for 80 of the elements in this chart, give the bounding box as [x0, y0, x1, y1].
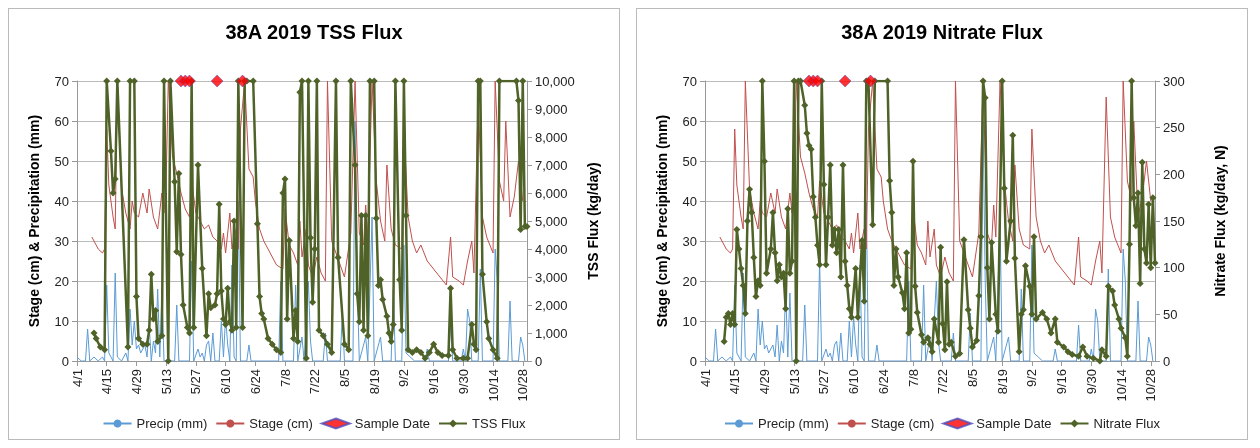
y-tick-label: 20 [682, 273, 697, 289]
legend-label: TSS Flux [472, 416, 526, 431]
x-tick-label: 8/19 [366, 369, 382, 395]
y-tick-label: 0 [689, 353, 697, 369]
x-tick-label: 6/24 [875, 369, 891, 395]
legend-label: Stage (cm) [870, 416, 935, 431]
legend-label: Precip (mm) [758, 416, 829, 431]
chart-title: 38A 2019 TSS Flux [225, 21, 403, 43]
y2-tick-label: 0 [535, 353, 543, 369]
y2-tick-label: 0 [1163, 353, 1171, 369]
x-tick-label: 8/5 [336, 369, 352, 388]
x-tick-label: 7/22 [307, 369, 323, 395]
legend-label: Precip (mm) [136, 416, 208, 431]
y2-tick-label: 250 [1163, 120, 1185, 136]
x-tick-label: 4/29 [756, 369, 772, 395]
y-axis-title: Stage (cm) & Precipitation (mm) [654, 114, 670, 328]
x-tick-label: 10/28 [1143, 369, 1159, 402]
x-tick-label: 9/30 [1083, 369, 1099, 395]
y-axis-title: Stage (cm) & Precipitation (mm) [26, 114, 42, 328]
y2-tick-label: 4,000 [535, 241, 568, 257]
y2-tick-label: 150 [1163, 213, 1185, 229]
x-tick-label: 10/14 [485, 369, 501, 402]
y2-axis-title: TSS Flux (kg/day) [584, 162, 601, 280]
y2-tick-label: 3,000 [535, 269, 568, 285]
y2-tick-label: 200 [1163, 166, 1185, 182]
y-tick-label: 60 [54, 113, 69, 129]
legend-label: Nitrate Flux [1093, 416, 1161, 431]
x-tick-label: 7/22 [935, 369, 951, 395]
y-tick-label: 70 [54, 73, 69, 89]
y-tick-label: 50 [54, 153, 69, 169]
y2-tick-label: 50 [1163, 306, 1178, 322]
legend-label: Stage (cm) [249, 416, 313, 431]
y-tick-label: 10 [54, 313, 69, 329]
y-tick-label: 10 [682, 313, 697, 329]
y2-tick-label: 300 [1163, 73, 1185, 89]
x-tick-label: 8/5 [964, 369, 980, 388]
x-tick-label: 8/19 [994, 369, 1010, 395]
x-tick-label: 6/10 [218, 369, 234, 395]
x-tick-label: 4/15 [99, 369, 115, 395]
x-tick-label: 6/10 [846, 369, 862, 395]
y2-tick-label: 10,000 [535, 73, 575, 89]
y-tick-label: 40 [54, 193, 69, 209]
y2-tick-label: 9,000 [535, 101, 568, 117]
x-tick-label: 7/8 [905, 369, 921, 388]
legend-label: Sample Date [976, 416, 1052, 431]
chart-title: 38A 2019 Nitrate Flux [841, 21, 1043, 43]
y-tick-label: 20 [54, 273, 69, 289]
x-tick-label: 5/13 [786, 369, 802, 395]
x-tick-label: 5/13 [158, 369, 174, 395]
y-tick-label: 70 [682, 73, 697, 89]
y2-tick-label: 2,000 [535, 297, 568, 313]
y2-tick-label: 100 [1163, 260, 1185, 276]
x-tick-label: 9/2 [396, 369, 412, 388]
y2-tick-label: 1,000 [535, 325, 568, 341]
y-tick-label: 30 [682, 233, 697, 249]
x-tick-label: 9/16 [1054, 369, 1070, 395]
y-tick-label: 30 [54, 233, 69, 249]
y2-tick-label: 8,000 [535, 129, 568, 145]
legend-label: Sample Date [354, 416, 431, 431]
x-tick-label: 5/27 [188, 369, 204, 395]
x-tick-label: 4/29 [128, 369, 144, 395]
x-tick-label: 10/14 [1113, 369, 1129, 402]
y-tick-label: 0 [61, 353, 69, 369]
x-tick-label: 4/15 [727, 369, 743, 395]
x-tick-label: 9/16 [426, 369, 442, 395]
y-tick-label: 40 [682, 193, 697, 209]
x-tick-label: 10/28 [515, 369, 531, 402]
y2-axis-title: Nitrate Flux (kg/day, N) [1212, 145, 1228, 297]
y-tick-label: 60 [682, 113, 697, 129]
x-tick-label: 9/30 [455, 369, 471, 395]
y2-tick-label: 7,000 [535, 157, 568, 173]
y-tick-label: 50 [682, 153, 697, 169]
x-tick-label: 5/27 [816, 369, 832, 395]
y2-tick-label: 6,000 [535, 185, 568, 201]
x-tick-label: 6/24 [247, 369, 263, 395]
x-tick-label: 4/1 [697, 369, 713, 388]
x-tick-label: 7/8 [277, 369, 293, 388]
y2-tick-label: 5,000 [535, 213, 568, 229]
x-tick-label: 4/1 [69, 369, 85, 388]
x-tick-label: 9/2 [1024, 369, 1040, 388]
